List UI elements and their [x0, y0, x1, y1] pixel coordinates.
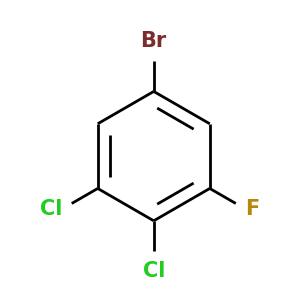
Text: Cl: Cl — [40, 199, 63, 219]
Text: F: F — [245, 199, 259, 219]
Text: Br: Br — [141, 31, 167, 51]
Text: Cl: Cl — [142, 261, 165, 281]
